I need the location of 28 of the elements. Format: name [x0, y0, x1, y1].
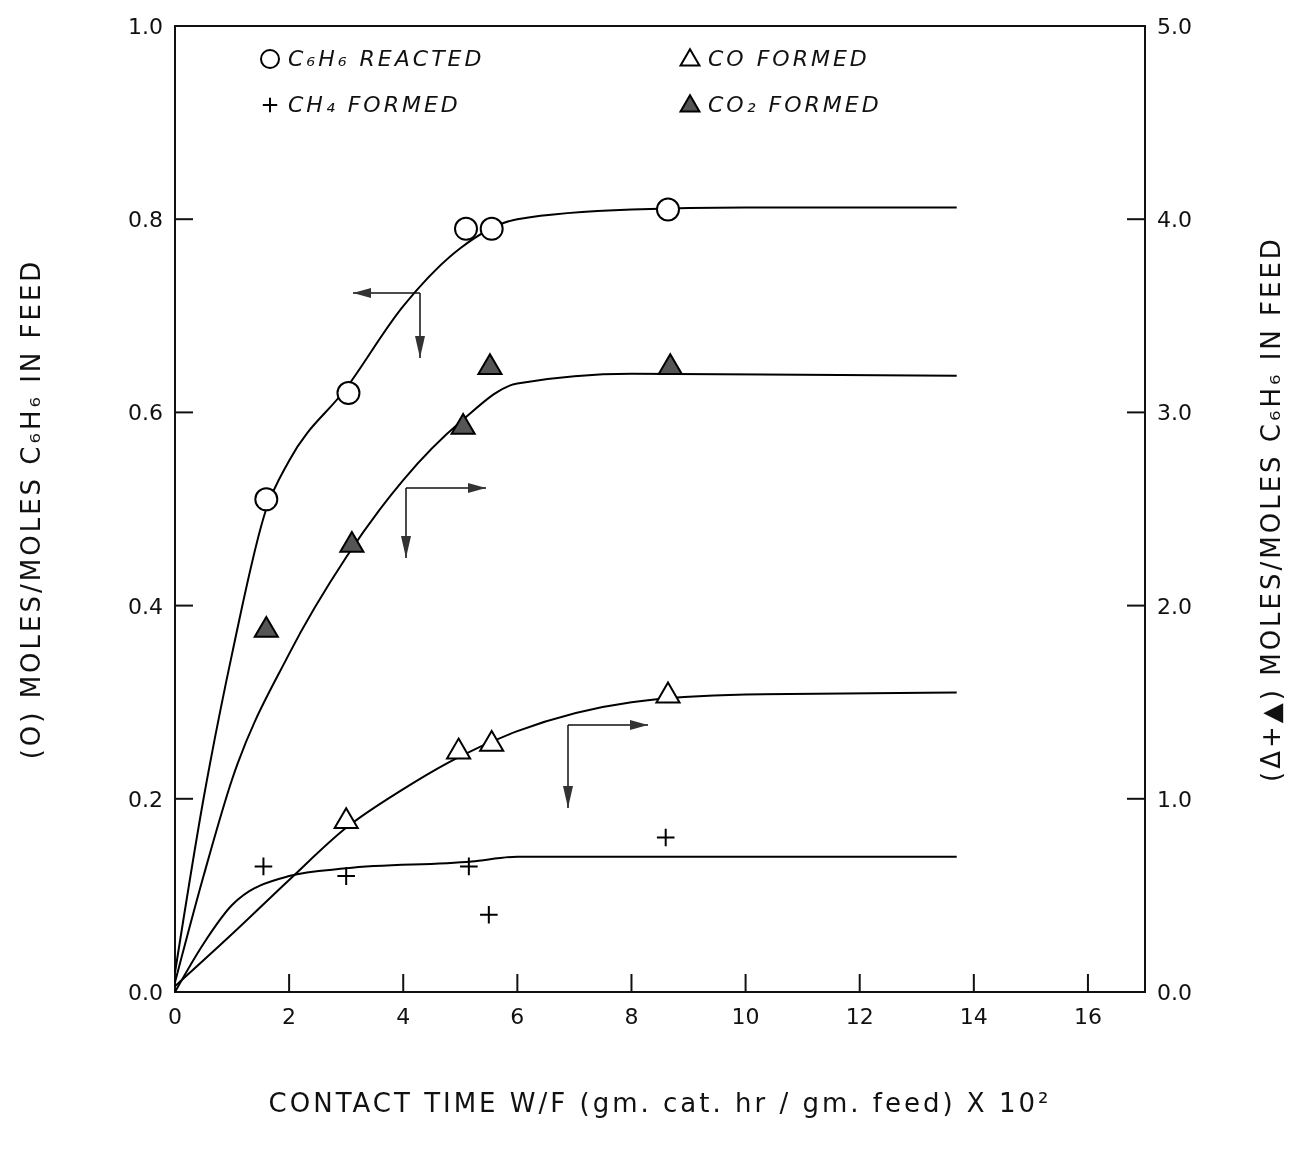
x-tick-label: 8 — [624, 1004, 639, 1029]
y-tick-label: 0.0 — [128, 980, 163, 1005]
y2-tick-label: 3.0 — [1157, 400, 1192, 426]
y2-tick-label: 1.0 — [1157, 786, 1192, 812]
y2-tick-label: 5.0 — [1157, 14, 1192, 39]
y-axis-title: (O) MOLES/MOLES C₆H₆ IN FEED — [16, 258, 46, 760]
x-tick-label: 12 — [845, 1004, 874, 1029]
x-tick-label: 6 — [510, 1004, 525, 1029]
y-tick-label: 0.2 — [128, 786, 163, 812]
x-tick-label: 10 — [731, 1004, 760, 1029]
x-tick-label: 2 — [282, 1004, 297, 1029]
y2-axis-title: (Δ+▲) MOLES/MOLES C₆H₆ IN FEED — [1256, 236, 1286, 782]
legend-label: CO FORMED — [708, 46, 870, 71]
y-tick-label: 0.6 — [128, 400, 163, 426]
y2-tick-label: 2.0 — [1157, 593, 1192, 619]
legend-label: CO₂ FORMED — [708, 92, 882, 117]
x-axis-title: CONTACT TIME W/F (gm. cat. hr / gm. feed) X 10² — [268, 1088, 1052, 1118]
y2-tick-label: 4.0 — [1157, 207, 1192, 233]
legend-label: C₆H₆ REACTED — [288, 46, 485, 71]
legend-label: CH₄ FORMED — [288, 92, 461, 117]
x-tick-label: 16 — [1073, 1004, 1102, 1029]
y2-tick-label: 0.0 — [1157, 980, 1192, 1005]
x-tick-label: 0 — [168, 1004, 182, 1029]
y-tick-label: 1.0 — [128, 14, 163, 39]
x-tick-label: 4 — [396, 1004, 411, 1029]
y-tick-label: 0.8 — [128, 207, 163, 233]
x-tick-label: 14 — [959, 1004, 988, 1029]
y-tick-label: 0.4 — [128, 593, 163, 619]
